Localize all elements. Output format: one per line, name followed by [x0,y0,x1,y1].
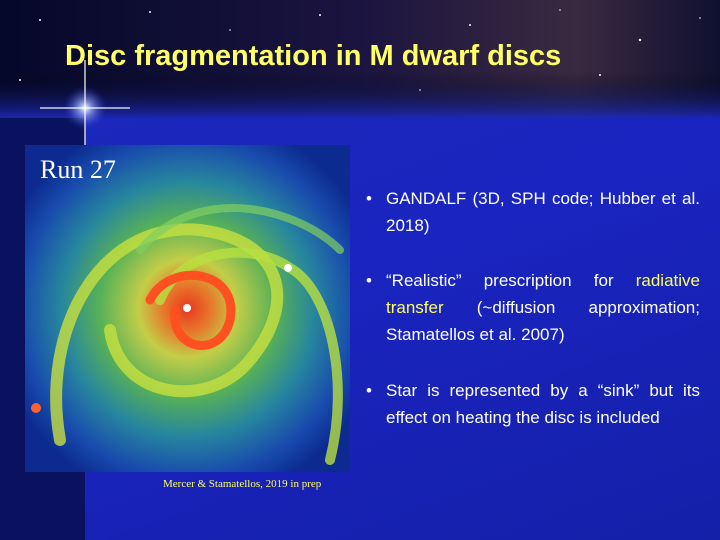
figure-caption: Mercer & Stamatellos, 2019 in prep [163,478,322,490]
bullet: • “Realistic” prescription for radiative… [366,271,700,344]
bullet-text: GANDALF (3D, SPH code; Hubber et al. 201… [386,189,700,235]
bullet: • Star is represented by a “sink” but it… [366,381,700,427]
bullet-text: “Realistic” prescription for [386,271,636,290]
bullet-text: (~diffusion approximation; Stamatellos e… [386,298,700,344]
figure-label: Run 27 [40,155,116,184]
bullet-text: Star is represented by a “sink” but its … [386,381,700,427]
slide-title: Disc fragmentation in M dwarf discs [65,40,562,72]
bullet: • GANDALF (3D, SPH code; Hubber et al. 2… [366,189,700,235]
highlighted-text: radiative transfer [386,271,700,317]
